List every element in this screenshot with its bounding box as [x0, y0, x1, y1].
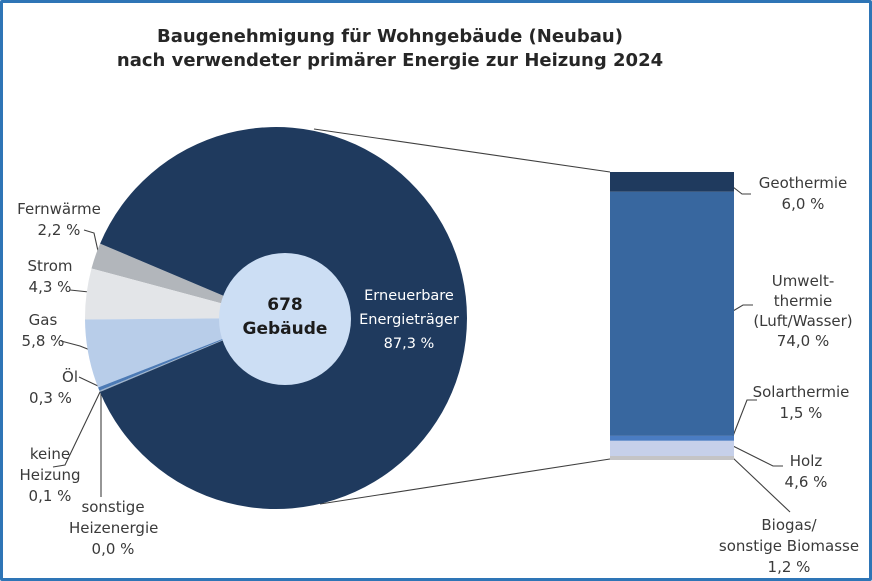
pie-to-bar-connector-top [313, 128, 611, 173]
label-line: 1,2 % [767, 558, 811, 576]
label-line: Fernwärme [17, 200, 101, 218]
label-line: Erneuerbare [364, 288, 454, 304]
bar-segment-umweltthermie [610, 191, 734, 436]
chart-title-line1: Baugenehmigung für Wohngebäude (Neubau) [157, 26, 623, 47]
label-line: sonstige Biomasse [718, 537, 860, 555]
bar-label-solarthermie: Solarthermie 1,5 % [749, 382, 853, 424]
donut-center-label: 678 Gebäude [225, 293, 345, 341]
label-line: Solarthermie [752, 383, 850, 401]
label-line: Biogas/ [761, 516, 817, 534]
label-line: 1,5 % [779, 404, 823, 422]
label-line: Öl [62, 368, 78, 386]
leader-line-geothermie [732, 186, 751, 195]
bar-segment-geothermie [610, 172, 734, 192]
label-line: sonstige [81, 498, 145, 516]
leader-line-keine-heizung [52, 389, 102, 468]
label-line: Geothermie [758, 174, 848, 192]
leader-line-holz [732, 445, 783, 467]
label-line: 87,3 % [383, 336, 435, 352]
label-line: 2,2 % [37, 221, 81, 239]
label-line: Heizenergie [69, 519, 159, 537]
leader-line-fernwaerme [83, 229, 99, 252]
label-line: thermie [773, 292, 833, 310]
pie-label-sonstige-heizenergie: sonstige Heizenergie 0,0 % [69, 497, 159, 560]
leader-line-oel [78, 376, 99, 387]
bar-label-biogas: Biogas/ sonstige Biomasse 1,2 % [717, 515, 861, 578]
label-line: keine [29, 445, 71, 463]
label-line: Umwelt- [771, 272, 835, 290]
label-line: 6,0 % [781, 195, 825, 213]
center-unit: Gebäude [242, 319, 328, 339]
bar-label-geothermie: Geothermie 6,0 % [755, 173, 851, 215]
pie-and-bar-graphic [52, 127, 791, 513]
label-line: 4,3 % [28, 278, 72, 296]
bar-segment-biogas [610, 456, 734, 460]
pie-label-oel: Öl 0,3 % [23, 367, 78, 409]
label-line: Holz [789, 452, 823, 470]
leader-line-gas [60, 340, 91, 351]
chart-title-line2: nach verwendeter primärer Energie zur He… [116, 50, 664, 71]
pie-label-keine-heizung: keine Heizung 0,1 % [17, 444, 83, 507]
pie-label-erneuerbare: Erneuerbare Energieträger 87,3 % [337, 284, 481, 356]
label-line: Gas [28, 311, 58, 329]
bar-segment-solarthermie [610, 435, 734, 441]
label-line: 4,6 % [784, 473, 828, 491]
leader-line-biogas [732, 457, 791, 513]
leader-line-solarthermie [732, 399, 757, 437]
bar-label-holz: Holz 4,6 % [771, 451, 841, 493]
donut-center-circle [219, 253, 351, 385]
pie-label-fernwaerme: Fernwärme 2,2 % [13, 199, 105, 241]
label-line: 0,1 % [28, 487, 72, 505]
bar-segment-holz [610, 440, 734, 457]
label-line: 5,8 % [21, 332, 65, 350]
leader-line-strom [69, 289, 90, 293]
label-line: Strom [27, 257, 73, 275]
label-line: (Luft/Wasser) [753, 312, 853, 330]
center-value: 678 [267, 295, 303, 315]
leader-line-umweltthermie [732, 304, 753, 312]
label-line: 0,0 % [91, 540, 135, 558]
pie-to-bar-connector-bottom [319, 458, 611, 505]
pie-label-strom: Strom 4,3 % [15, 256, 85, 298]
chart-title: Baugenehmigung für Wohngebäude (Neubau) … [83, 25, 697, 73]
label-line: 74,0 % [776, 332, 830, 350]
label-line: Heizung [19, 466, 81, 484]
bar-label-umweltthermie: Umwelt- thermie (Luft/Wasser) 74,0 % [747, 271, 859, 351]
label-line: Energieträger [359, 312, 459, 328]
label-line: 0,3 % [29, 389, 72, 407]
pie-label-gas: Gas 5,8 % [11, 310, 75, 352]
